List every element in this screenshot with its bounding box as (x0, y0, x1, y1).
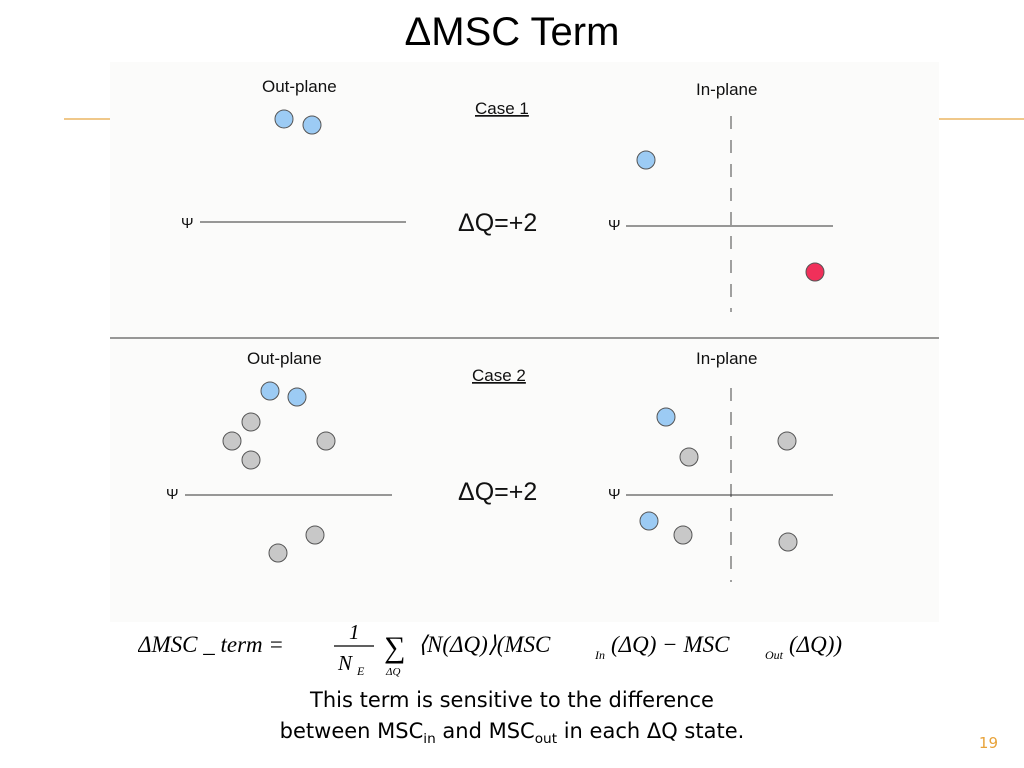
formula-denominator: N (337, 651, 353, 675)
case1-out-plane-label: Out-plane (262, 77, 337, 96)
diagram-canvas: Out-plane Case 1 In-plane Ψ ΔQ=+2 Ψ Out-… (110, 77, 939, 582)
caption-line-1: This term is sensitive to the difference (310, 688, 714, 712)
case2-out-blue-particle (287, 387, 307, 407)
case2-out-gray-particle (241, 450, 261, 470)
formula-mid: (ΔQ) − MSC (611, 632, 730, 657)
case1-out-blue-particle (274, 109, 294, 129)
case2-delta-q-label: ΔQ=+2 (458, 478, 537, 506)
case2-out-blue-particle (260, 381, 280, 401)
case2-out-gray-particle (241, 412, 261, 432)
formula-end: (ΔQ)) (789, 632, 842, 657)
right-accent-line (939, 118, 1024, 120)
case2-in-gray-particle (778, 532, 798, 552)
case2-out-plane-label: Out-plane (247, 349, 322, 368)
case2-label: Case 2 (472, 366, 526, 385)
case1-delta-q-label: ΔQ=+2 (458, 209, 537, 237)
case1-in-plane-label: In-plane (696, 80, 757, 99)
caption-subscript: in (423, 731, 436, 748)
left-accent-line (64, 118, 110, 120)
caption-subscript: out (534, 731, 558, 748)
formula-body: ⟨N(ΔQ)⟩(MSC (418, 632, 551, 657)
case2-in-gray-particle (673, 525, 693, 545)
formula-sum-symbol: ∑ (384, 631, 405, 664)
case2-in-plane-label: In-plane (696, 349, 757, 368)
case2-in-gray-particle (679, 447, 699, 467)
case1-in-psi-symbol: Ψ (608, 217, 621, 234)
case2-in-psi-symbol: Ψ (608, 486, 621, 503)
case2-in-gray-particle (777, 431, 797, 451)
slide-title: ΔMSC Term (404, 10, 620, 54)
particle-diagram: Out-plane Case 1 In-plane Ψ ΔQ=+2 Ψ Out-… (110, 62, 939, 622)
formula-sum-sub: ΔQ (385, 666, 400, 678)
formula-denominator-sub: E (356, 664, 365, 678)
caption-text: between MSC (279, 719, 424, 743)
case2-out-gray-particle (268, 543, 288, 563)
case1-in-blue-particle (636, 150, 656, 170)
formula-out-sub: Out (765, 648, 784, 662)
case2-out-gray-particle (222, 431, 242, 451)
case2-in-blue-particle (656, 407, 676, 427)
page-number: 19 (978, 734, 998, 752)
formula-in-sub: In (594, 648, 605, 662)
caption-text: in each ΔQ state. (557, 719, 745, 743)
case2-in-blue-particle (639, 511, 659, 531)
case1-out-blue-particle (302, 115, 322, 135)
formula-lhs: ΔMSC _ term = (138, 632, 284, 657)
case2-out-psi-symbol: Ψ (166, 486, 179, 503)
formula-numerator: 1 (349, 620, 360, 644)
case2-out-gray-particle (316, 431, 336, 451)
case1-out-psi-symbol: Ψ (181, 215, 194, 232)
msc-term-formula: ΔMSC _ term = 1 N E ∑ ΔQ ⟨N(ΔQ)⟩(MSC In … (138, 620, 842, 678)
case2-out-gray-particle (305, 525, 325, 545)
caption-line-2: between MSCin and MSCout in each ΔQ stat… (0, 719, 1024, 747)
case1-in-red-particle (805, 262, 825, 282)
case1-label: Case 1 (475, 99, 529, 118)
caption-text: and MSC (435, 719, 535, 743)
